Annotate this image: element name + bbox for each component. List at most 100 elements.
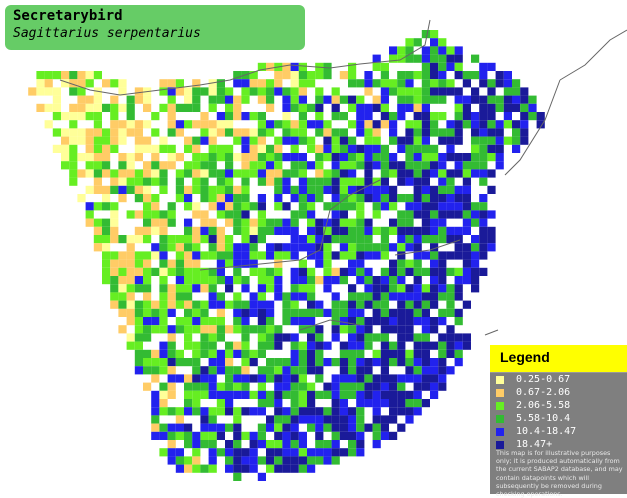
grid-cell [143, 292, 152, 301]
grid-cell [249, 153, 258, 162]
grid-cell [331, 185, 340, 194]
grid-cell [421, 30, 430, 39]
grid-cell [208, 341, 217, 350]
grid-cell [438, 333, 447, 342]
grid-cell [380, 87, 389, 96]
grid-cell [143, 235, 152, 244]
grid-cell [134, 317, 143, 326]
grid-cell [208, 440, 217, 449]
grid-cell [356, 103, 365, 112]
grid-cell [208, 276, 217, 285]
grid-cell [380, 292, 389, 301]
grid-cell [487, 128, 496, 137]
grid-cell [102, 128, 111, 137]
grid-cell [528, 112, 537, 121]
grid-cell [512, 87, 521, 96]
grid-cell [257, 300, 266, 309]
grid-cell [331, 448, 340, 457]
grid-cell [159, 300, 168, 309]
grid-cell [93, 112, 102, 121]
grid-cell [216, 308, 225, 317]
grid-cell [151, 194, 160, 203]
grid-cell [372, 440, 381, 449]
grid-cell [233, 169, 242, 178]
grid-cell [364, 218, 373, 227]
grid-cell [175, 259, 184, 268]
grid-cell [471, 95, 480, 104]
grid-cell [266, 300, 275, 309]
grid-cell [274, 333, 283, 342]
grid-cell [438, 38, 447, 47]
grid-cell [225, 390, 234, 399]
grid-cell [487, 120, 496, 129]
grid-cell [339, 390, 348, 399]
grid-cell [413, 128, 422, 137]
grid-cell [266, 161, 275, 170]
grid-cell [356, 399, 365, 408]
grid-cell [175, 300, 184, 309]
grid-cell [323, 62, 332, 71]
grid-cell [413, 267, 422, 276]
grid-cell [364, 112, 373, 121]
grid-cell [389, 292, 398, 301]
grid-cell [216, 325, 225, 334]
grid-cell [397, 144, 406, 153]
grid-cell [77, 153, 86, 162]
grid-cell [200, 349, 209, 358]
grid-cell [36, 87, 45, 96]
grid-cell [159, 317, 168, 326]
grid-cell [479, 243, 488, 252]
grid-cell [446, 325, 455, 334]
grid-cell [307, 243, 316, 252]
grid-cell [339, 300, 348, 309]
grid-cell [413, 276, 422, 285]
grid-cell [208, 358, 217, 367]
grid-cell [192, 448, 201, 457]
grid-cell [110, 259, 119, 268]
grid-cell [372, 284, 381, 293]
grid-cell [421, 194, 430, 203]
grid-cell [216, 202, 225, 211]
grid-cell [503, 120, 512, 129]
grid-cell [397, 341, 406, 350]
grid-cell [249, 300, 258, 309]
grid-cell [471, 144, 480, 153]
grid-cell [61, 144, 70, 153]
grid-cell [290, 440, 299, 449]
grid-cell [462, 243, 471, 252]
grid-cell [372, 333, 381, 342]
grid-cell [315, 325, 324, 334]
grid-cell [323, 276, 332, 285]
grid-cell [339, 382, 348, 391]
grid-cell [315, 128, 324, 137]
grid-cell [225, 382, 234, 391]
grid-cell [61, 112, 70, 121]
grid-cell [446, 136, 455, 145]
grid-cell [331, 382, 340, 391]
grid-cell [307, 300, 316, 309]
grid-cell [192, 276, 201, 285]
grid-cell [208, 202, 217, 211]
grid-cell [503, 79, 512, 88]
grid-cell [348, 317, 357, 326]
grid-cell [159, 382, 168, 391]
grid-cell [315, 300, 324, 309]
grid-cell [282, 407, 291, 416]
grid-cell [184, 226, 193, 235]
grid-cell [397, 292, 406, 301]
grid-cell [93, 202, 102, 211]
grid-cell [331, 177, 340, 186]
grid-cell [143, 202, 152, 211]
grid-cell [274, 448, 283, 457]
grid-cell [208, 292, 217, 301]
grid-cell [216, 300, 225, 309]
grid-cell [175, 431, 184, 440]
grid-cell [266, 169, 275, 178]
grid-cell [315, 349, 324, 358]
grid-cell [487, 153, 496, 162]
grid-cell [216, 349, 225, 358]
grid-cell [389, 325, 398, 334]
grid-cell [331, 112, 340, 121]
grid-cell [151, 202, 160, 211]
grid-cell [134, 251, 143, 260]
